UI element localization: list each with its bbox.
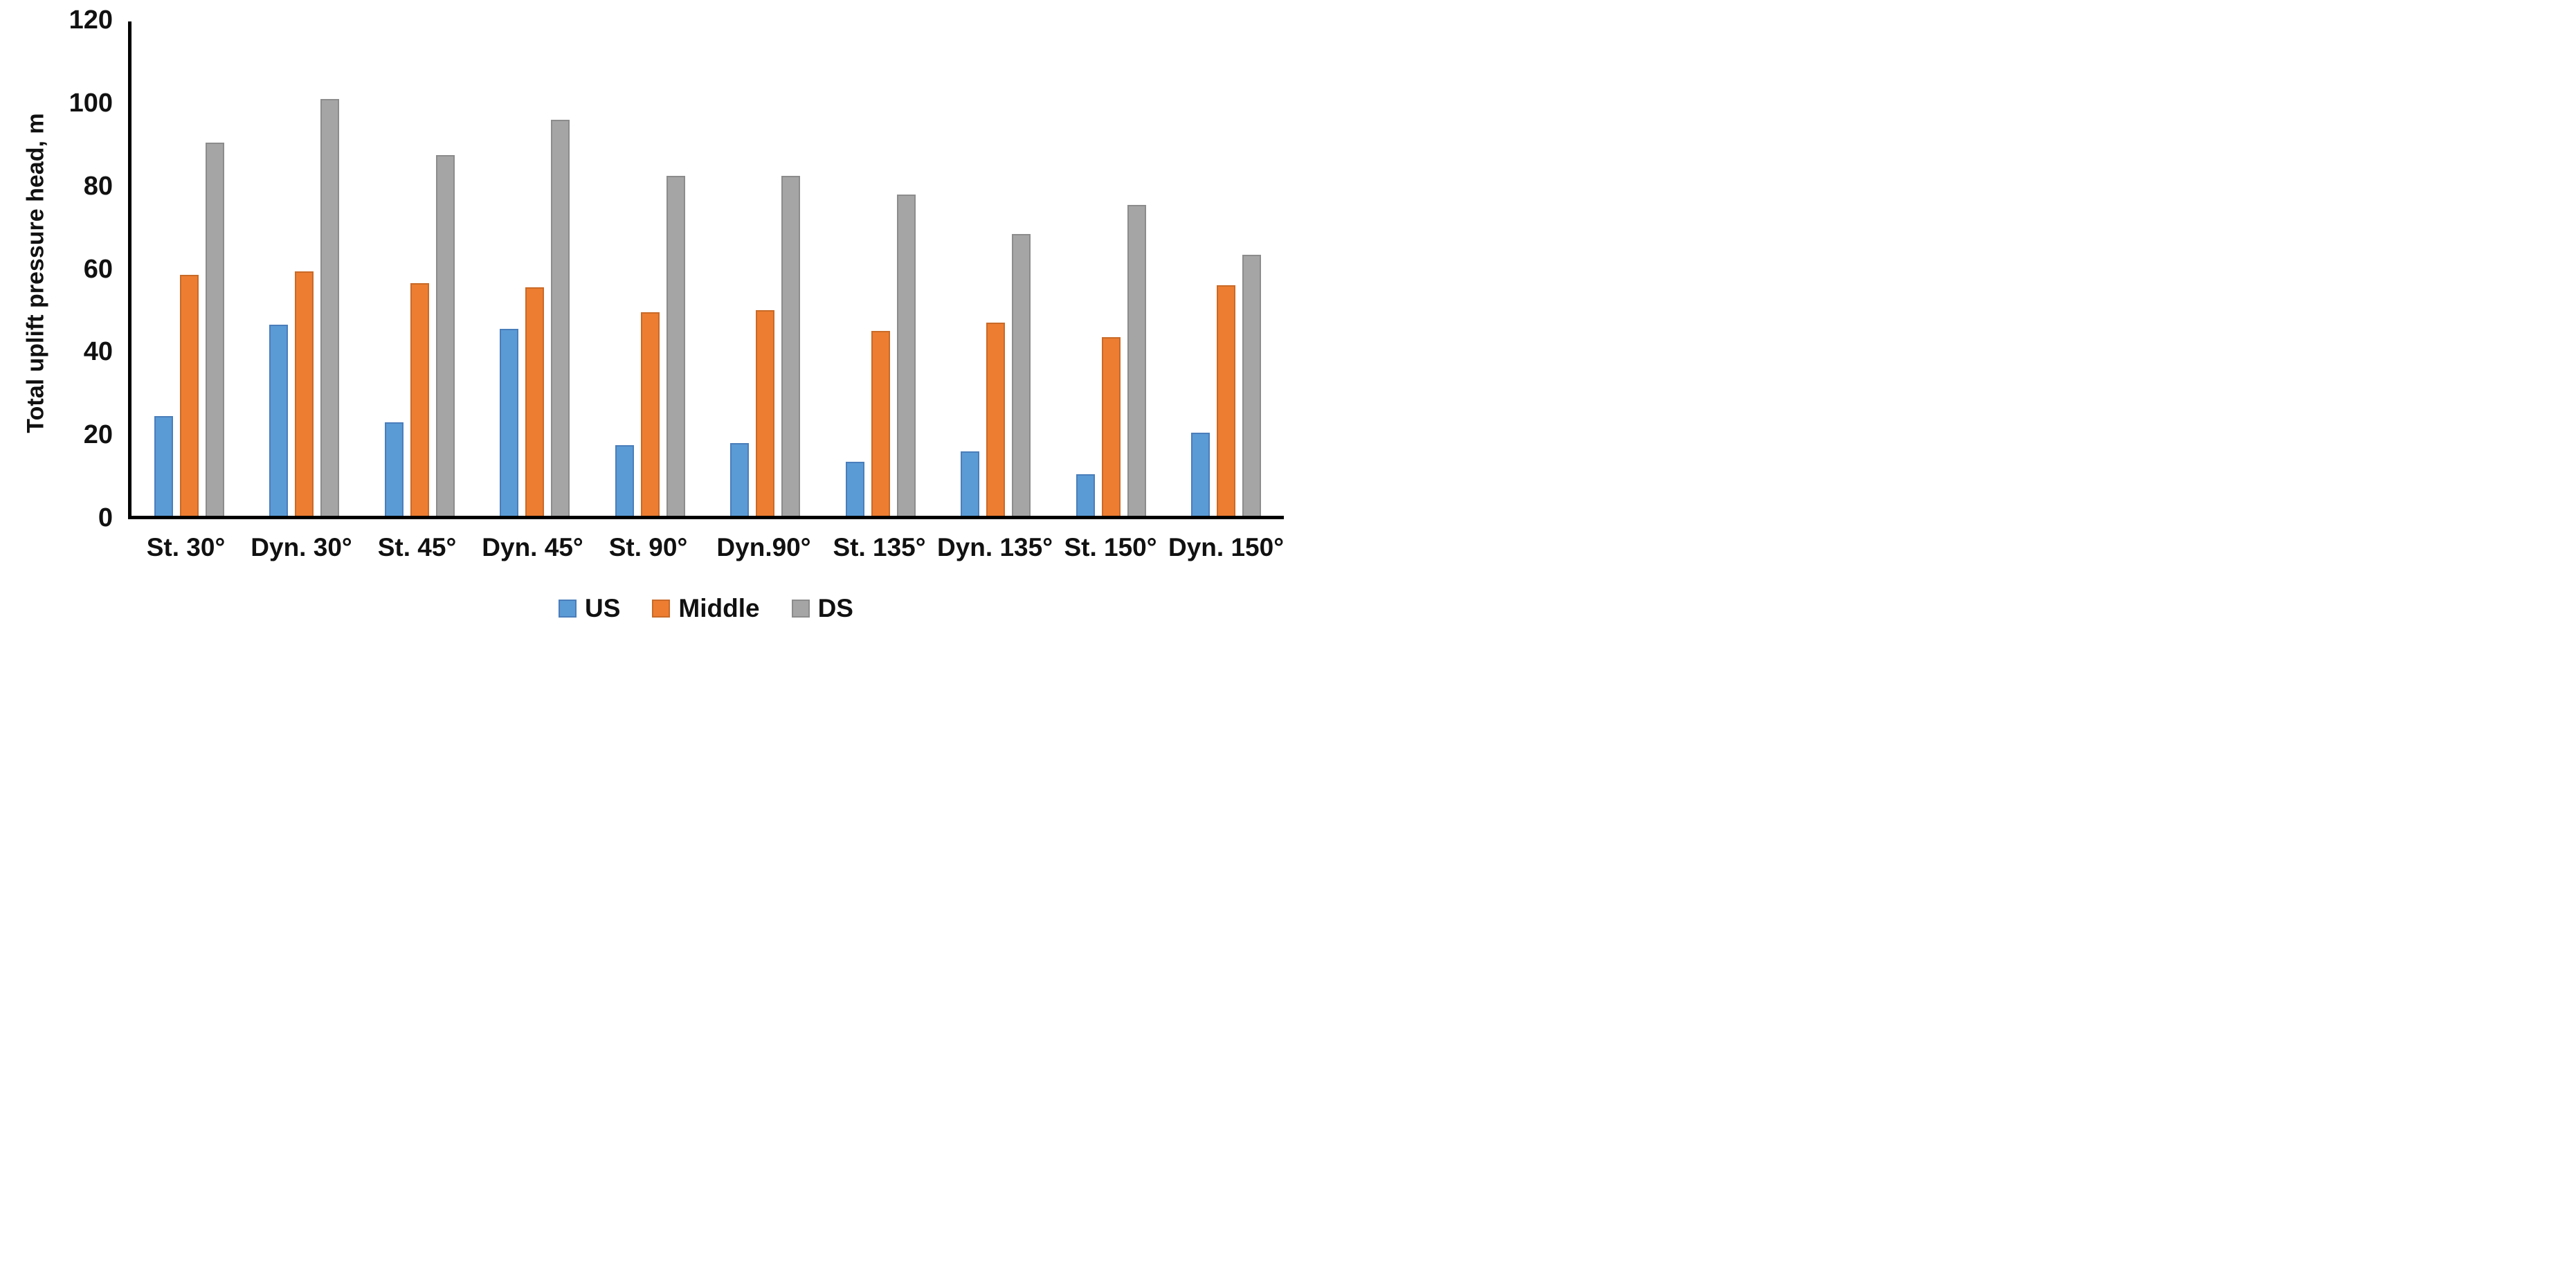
bar-ds-3 [551,119,570,516]
bar-ds-6 [896,194,916,516]
y-tick-label-40: 40 [83,337,113,367]
bar-group-0 [131,21,247,516]
y-tick-label-0: 0 [98,503,113,532]
bar-middle-6 [871,331,890,516]
bar-ds-1 [320,98,340,516]
bar-group-2 [362,21,478,516]
bar-group-3 [478,21,593,516]
bar-us-2 [384,422,403,516]
legend-item-middle: Middle [652,594,760,623]
bar-group-1 [247,21,363,516]
bar-us-9 [1191,433,1210,516]
bar-us-1 [269,325,289,516]
bar-middle-1 [295,271,314,516]
bar-middle-4 [640,312,660,516]
bar-us-0 [154,416,173,516]
bar-middle-2 [410,283,429,516]
bar-us-7 [961,451,980,516]
legend-label-middle: Middle [678,594,760,622]
legend: US Middle DS [128,594,1284,623]
bar-middle-0 [179,275,199,516]
bar-middle-7 [986,323,1006,516]
bar-us-3 [500,329,519,516]
category-label-9: Dyn. 150° [1168,533,1284,561]
bar-ds-2 [435,154,455,516]
category-label-1: Dyn. 30° [251,533,352,561]
legend-item-us: US [559,594,620,623]
category-label-6: St. 135° [833,533,926,561]
legend-label-ds: DS [817,594,853,622]
bar-us-8 [1076,474,1095,516]
category-label-7: Dyn. 135° [937,533,1053,561]
bar-group-6 [823,21,938,516]
bar-group-7 [938,21,1054,516]
bar-groups [131,21,1284,516]
y-tick-labels: 0 20 40 60 80 100 120 [0,0,1288,639]
category-label-5: Dyn.90° [716,533,811,561]
bar-ds-4 [666,175,685,516]
y-tick-label-20: 20 [83,420,113,449]
bar-ds-7 [1012,233,1031,516]
bar-middle-9 [1217,285,1236,516]
bar-group-8 [1053,21,1169,516]
bar-group-4 [592,21,708,516]
bar-us-4 [615,445,634,516]
bar-us-5 [730,443,750,516]
x-axis-category-labels: St. 30° Dyn. 30° St. 45° Dyn. 45° St. 90° Dyn… [128,533,1284,562]
category-label-0: St. 30° [146,533,226,561]
bar-middle-5 [756,310,775,516]
legend-swatch-middle [652,600,671,618]
bar-group-9 [1169,21,1285,516]
bar-ds-8 [1127,204,1146,516]
bar-ds-5 [781,175,801,516]
category-label-3: Dyn. 45° [482,533,583,561]
legend-label-us: US [585,594,621,622]
bar-ds-0 [205,142,224,516]
y-tick-label-120: 120 [69,5,113,35]
y-tick-label-80: 80 [83,171,113,201]
bar-ds-9 [1242,254,1262,516]
category-label-2: St. 45° [377,533,457,561]
category-label-4: St. 90° [608,533,688,561]
legend-swatch-us [559,600,577,618]
bar-chart-figure: Total uplift pressure head, m 0 20 40 60 80 1… [0,0,1288,639]
bar-middle-3 [525,287,545,516]
y-tick-label-60: 60 [83,254,113,284]
y-tick-label-100: 100 [69,88,113,118]
legend-item-ds: DS [791,594,853,623]
bar-group-5 [708,21,824,516]
bar-us-6 [845,462,864,516]
plot-area [128,21,1284,519]
category-label-8: St. 150° [1064,533,1157,561]
legend-swatch-ds [791,600,810,618]
bar-middle-8 [1101,337,1121,516]
